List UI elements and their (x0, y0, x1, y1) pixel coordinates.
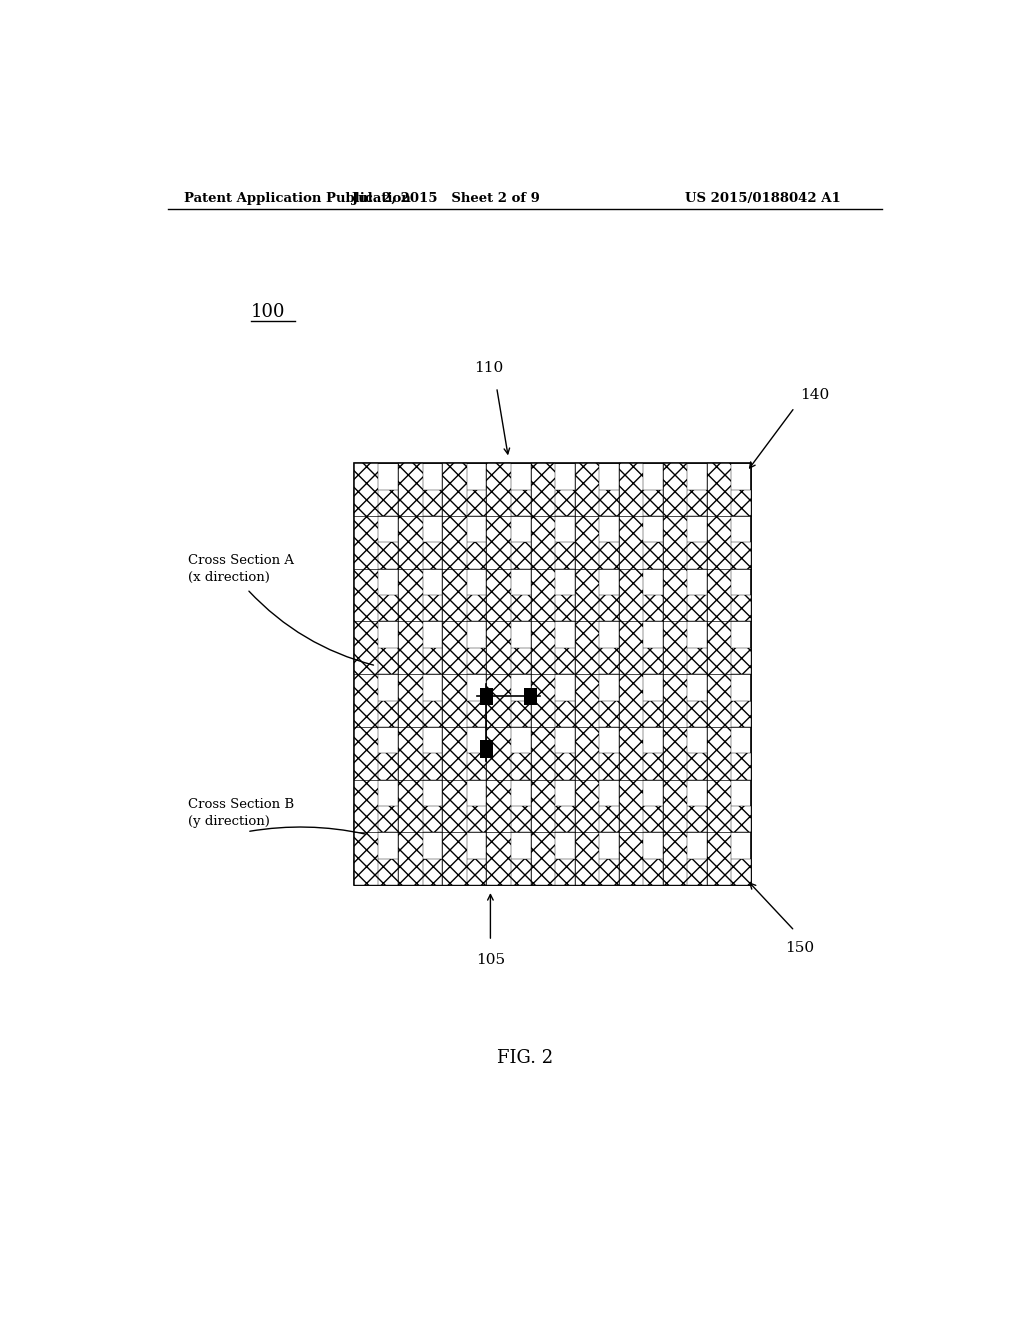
Bar (354, 595, 751, 622)
Text: 100: 100 (251, 304, 286, 321)
Text: 105: 105 (476, 953, 505, 968)
Bar (354, 859, 751, 886)
Text: 110: 110 (474, 360, 503, 375)
Bar (354, 807, 751, 833)
Bar (354, 543, 751, 569)
Bar (442, 463, 467, 886)
Text: Jul. 2, 2015   Sheet 2 of 9: Jul. 2, 2015 Sheet 2 of 9 (351, 191, 540, 205)
Bar (354, 463, 379, 886)
Bar (574, 463, 599, 886)
Text: US 2015/0188042 A1: US 2015/0188042 A1 (685, 191, 841, 205)
Bar (530, 463, 555, 886)
Bar (663, 463, 687, 886)
Bar (479, 688, 494, 705)
Text: Cross Section B
(y direction): Cross Section B (y direction) (187, 799, 294, 829)
Text: 140: 140 (800, 388, 829, 403)
Bar (479, 741, 494, 758)
Bar (354, 490, 751, 516)
Text: FIG. 2: FIG. 2 (497, 1049, 553, 1067)
Text: Patent Application Publication: Patent Application Publication (183, 191, 411, 205)
Bar (354, 463, 751, 886)
Bar (618, 463, 643, 886)
Bar (707, 463, 731, 886)
Bar (354, 701, 751, 727)
Text: Cross Section A
(x direction): Cross Section A (x direction) (187, 554, 294, 583)
Bar (354, 754, 751, 780)
Bar (354, 648, 751, 675)
Bar (398, 463, 423, 886)
Bar (486, 463, 511, 886)
Bar (524, 688, 538, 705)
Text: 150: 150 (785, 941, 815, 956)
